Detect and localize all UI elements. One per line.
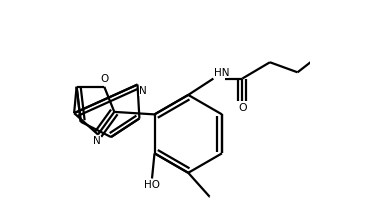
Text: HO: HO — [144, 180, 160, 190]
Text: O: O — [100, 74, 108, 84]
Text: Me: Me — [209, 197, 211, 198]
Text: O: O — [238, 103, 247, 113]
Text: N: N — [139, 86, 147, 96]
Text: N: N — [93, 136, 100, 146]
Text: HN: HN — [214, 68, 229, 78]
